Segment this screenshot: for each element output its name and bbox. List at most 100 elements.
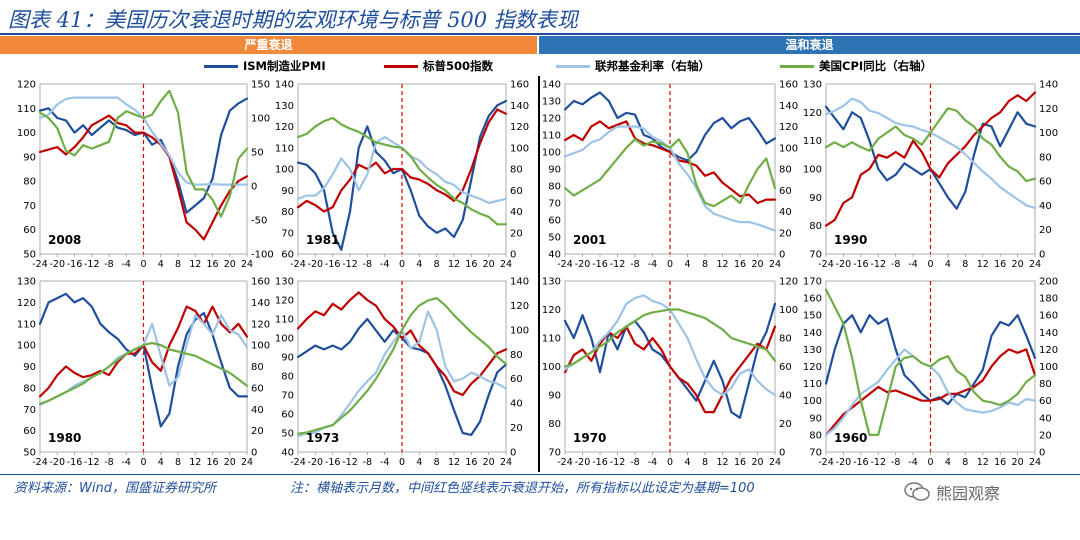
footer-rule (0, 474, 1080, 475)
y-right-tick-label: 60 (510, 374, 523, 385)
y-left-tick-label: 40 (548, 250, 561, 261)
y-right-tick-label: 0 (779, 448, 785, 459)
y-right-tick-label: 80 (510, 350, 523, 361)
x-tick-label: 8 (962, 259, 968, 270)
x-tick-label: -24 (32, 259, 48, 270)
y-left-tick-label: 70 (281, 391, 294, 402)
y-right-tick-label: 100 (779, 305, 798, 316)
y-left-tick-label: 130 (275, 101, 294, 112)
x-tick-label: 8 (175, 259, 181, 270)
y-right-tick-label: 100 (779, 143, 798, 154)
x-tick-label: 0 (399, 457, 405, 468)
x-tick-label: -8 (363, 457, 372, 468)
legend-item-cpi: 美国CPI同比（右轴） (780, 58, 932, 74)
series-line-4 (824, 107, 1037, 183)
y-right-tick-label: 40 (251, 405, 264, 416)
y-left-tick-label: 120 (275, 122, 294, 133)
y-left-tick-label: 80 (809, 430, 822, 441)
y-right-tick-label: 40 (1039, 413, 1052, 424)
x-tick-label: -16 (67, 259, 83, 270)
x-tick-label: 24 (1029, 259, 1041, 270)
panel-divider (538, 76, 540, 472)
x-tick-label: 20 (1012, 457, 1024, 468)
y-left-tick-label: 100 (803, 396, 822, 407)
x-tick-label: -24 (818, 457, 834, 468)
y-left-tick-label: 80 (23, 383, 36, 394)
y-left-tick-label: 120 (275, 296, 294, 307)
x-tick-label: 8 (702, 259, 708, 270)
series-line-2 (38, 114, 249, 241)
y-right-tick-label: 140 (1039, 328, 1058, 339)
y-left-tick-label: 130 (542, 277, 561, 288)
x-tick-label: 24 (241, 259, 253, 270)
x-tick-label: -16 (592, 259, 608, 270)
x-tick-label: 20 (751, 457, 763, 468)
y-right-tick-label: 20 (510, 228, 523, 239)
y-left-tick-label: 50 (23, 448, 36, 459)
x-tick-label: 8 (434, 259, 440, 270)
y-left-tick-label: 110 (275, 315, 294, 326)
y-right-tick-label: 60 (1039, 177, 1052, 188)
y-left-tick-label: 110 (275, 143, 294, 154)
y-right-tick-label: 200 (1039, 277, 1058, 288)
y-right-tick-label: 40 (510, 207, 523, 218)
x-tick-label: -8 (630, 259, 639, 270)
series-line-2 (563, 120, 777, 205)
x-tick-label: -20 (49, 259, 65, 270)
x-tick-label: -4 (908, 259, 917, 270)
x-tick-label: -4 (380, 457, 389, 468)
x-tick-label: -12 (84, 259, 100, 270)
y-left-tick-label: 120 (542, 114, 561, 125)
y-right-tick-label: 140 (510, 277, 529, 288)
x-tick-label: -20 (836, 259, 852, 270)
y-left-tick-label: 120 (803, 108, 822, 119)
y-right-tick-label: 100 (1039, 362, 1058, 373)
y-right-tick-label: 160 (779, 80, 798, 91)
x-tick-label: 4 (684, 457, 690, 468)
y-right-tick-label: 140 (510, 101, 529, 112)
y-right-tick-label: -50 (251, 216, 267, 227)
x-tick-label: -20 (308, 457, 324, 468)
period-label: 1973 (306, 431, 339, 445)
period-label: 2001 (573, 233, 606, 247)
y-left-tick-label: 90 (23, 362, 36, 373)
y-left-tick-label: 80 (281, 372, 294, 383)
period-label: 1980 (48, 431, 81, 445)
series-line-2 (563, 325, 777, 414)
y-left-tick-label: 60 (281, 250, 294, 261)
x-tick-label: 16 (734, 259, 746, 270)
x-tick-label: -16 (592, 457, 608, 468)
x-tick-label: 16 (206, 457, 218, 468)
x-tick-label: 24 (241, 457, 253, 468)
x-tick-label: -4 (648, 457, 657, 468)
x-tick-label: 0 (667, 259, 673, 270)
x-tick-label: 8 (175, 457, 181, 468)
axis-note: 注：横轴表示月数，中间红色竖线表示衰退开始，所有指标以此设定为基期=100 (290, 481, 755, 496)
x-tick-label: 4 (158, 259, 164, 270)
x-tick-label: 0 (140, 259, 146, 270)
x-tick-label: 8 (702, 457, 708, 468)
y-left-tick-label: 70 (548, 448, 561, 459)
y-left-tick-label: 160 (803, 294, 822, 305)
y-left-tick-label: 110 (542, 334, 561, 345)
series-line-4 (296, 116, 508, 226)
series-line-4 (563, 308, 777, 368)
y-right-tick-label: 0 (251, 182, 257, 193)
x-tick-label: -12 (870, 457, 886, 468)
period-label: 1970 (573, 431, 606, 445)
y-left-tick-label: 110 (17, 319, 36, 330)
legend-label-pmi: ISM制造业PMI (243, 59, 326, 73)
x-tick-label: 0 (140, 457, 146, 468)
x-tick-label: 16 (734, 457, 746, 468)
wechat-icon (904, 482, 930, 501)
y-right-tick-label: 120 (251, 319, 270, 330)
y-left-tick-label: 60 (548, 216, 561, 227)
y-right-tick-label: 40 (779, 207, 792, 218)
x-tick-label: 16 (465, 457, 477, 468)
y-left-tick-label: 50 (548, 233, 561, 244)
y-right-tick-label: 40 (779, 391, 792, 402)
x-tick-label: -8 (104, 259, 113, 270)
x-tick-label: 16 (994, 457, 1006, 468)
period-label: 1960 (834, 431, 867, 445)
